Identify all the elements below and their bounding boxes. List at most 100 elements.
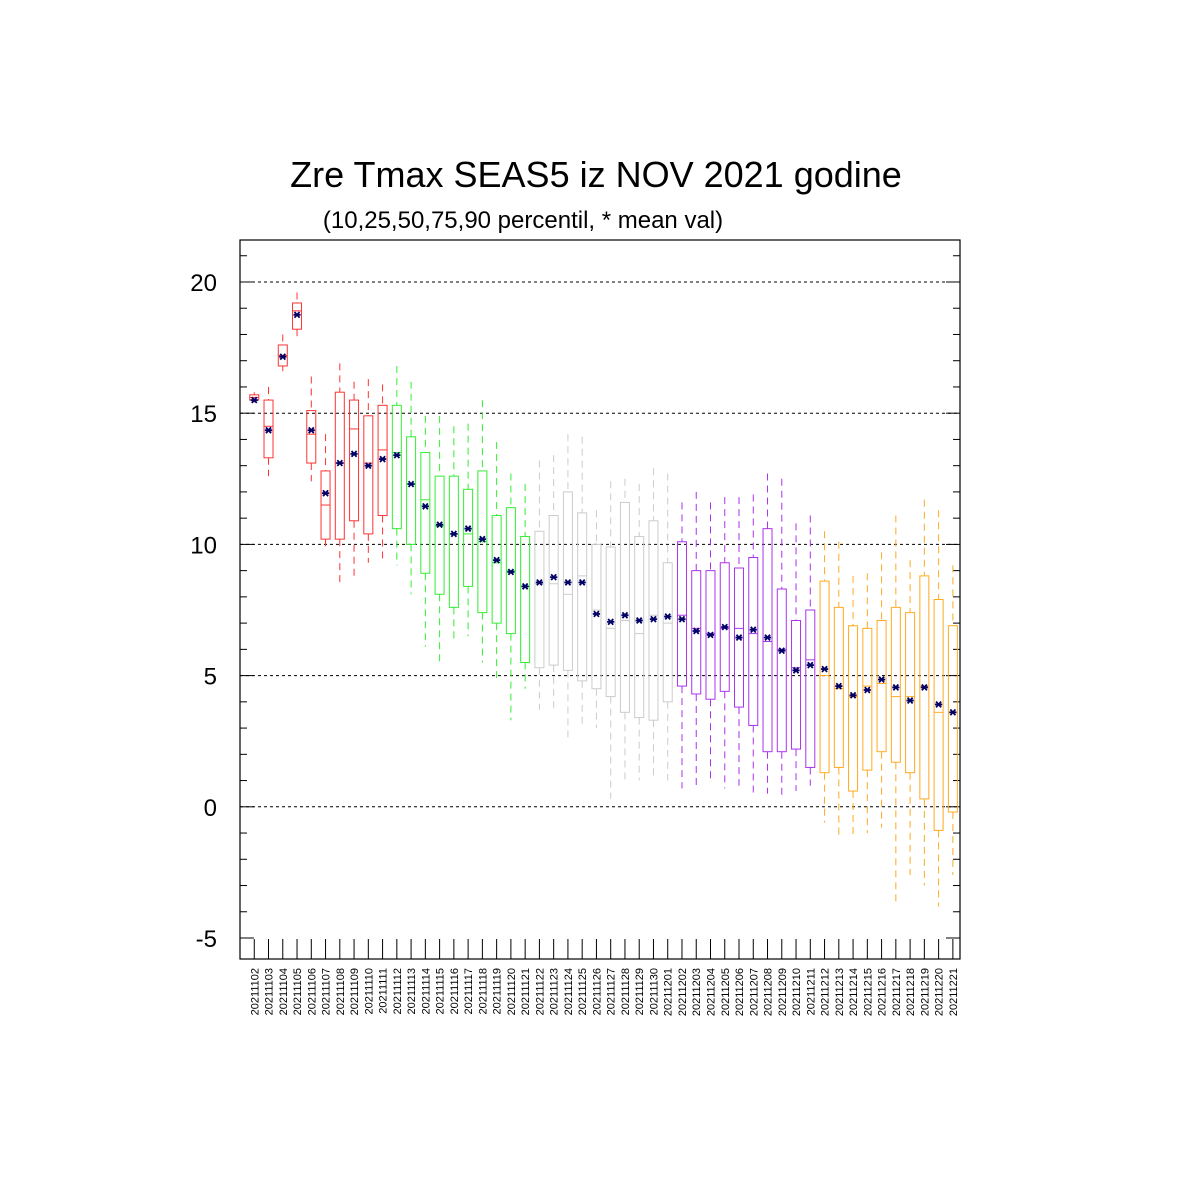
- x-tick-label: 20211205: [720, 968, 732, 1016]
- y-tick-label: 0: [204, 795, 217, 822]
- box-20211211: [805, 515, 816, 786]
- mean-marker: [336, 459, 344, 467]
- mean-star-d2: [322, 489, 329, 497]
- box-iqr: [420, 452, 431, 574]
- x-tick-label: 20211208: [763, 968, 775, 1016]
- mean-marker: [906, 697, 914, 705]
- x-tick-label: 20211115: [435, 968, 447, 1015]
- box-20211206: [734, 497, 745, 786]
- box-iqr: [377, 404, 388, 517]
- y-tick-label: 5: [204, 664, 217, 691]
- mean-marker: [421, 502, 429, 510]
- box-iqr: [919, 575, 930, 800]
- box-iqr: [876, 619, 887, 753]
- mean-marker: [493, 556, 501, 564]
- box-20211205: [719, 497, 730, 789]
- mean-star-d2: [792, 666, 800, 674]
- mean-star-d2: [636, 617, 643, 624]
- mean-star-d2: [479, 535, 486, 543]
- x-tick-label: 20211112: [392, 968, 404, 1015]
- box-series: [249, 292, 958, 907]
- mean-star-d2: [578, 578, 586, 586]
- mean-star-d2: [921, 683, 928, 691]
- mean-star-d2: [949, 708, 957, 716]
- mean-marker: [521, 582, 529, 590]
- mean-star-d2: [621, 611, 629, 619]
- mean-star-d2: [892, 683, 900, 691]
- mean-marker: [835, 682, 843, 690]
- box-iqr: [691, 570, 702, 695]
- box-iqr: [848, 625, 859, 792]
- box-iqr: [292, 302, 303, 330]
- mean-star-d2: [849, 691, 857, 699]
- x-tick-label: 20211107: [321, 968, 333, 1015]
- box-iqr: [905, 612, 916, 774]
- box-20211218: [905, 560, 916, 876]
- y-axis-ticks: -5 0 5 10 15 20: [190, 270, 217, 953]
- mean-star-d2: [436, 521, 443, 529]
- x-tick-label: 20211120: [506, 968, 518, 1015]
- x-tick-label: 20211207: [748, 968, 760, 1016]
- x-axis-ticks: 20211102 20211103 20211104 20211105 20211106…: [249, 939, 960, 1016]
- box-iqr: [748, 557, 759, 726]
- box-iqr: [605, 546, 616, 698]
- box-20211111: [377, 384, 388, 563]
- x-tick-label: 20211202: [677, 968, 689, 1016]
- x-tick-label: 20211104: [278, 968, 290, 1015]
- mean-marker: [706, 631, 715, 639]
- box-iqr: [406, 436, 417, 545]
- mean-star-d2: [593, 610, 600, 618]
- box-20211115: [434, 415, 445, 663]
- x-tick-label: 20211201: [663, 968, 675, 1016]
- box-iqr: [862, 627, 873, 771]
- box-iqr: [363, 415, 374, 535]
- x-tick-label: 20211119: [492, 968, 504, 1015]
- mean-markers: [250, 311, 957, 716]
- mean-marker: [820, 665, 829, 673]
- box-20211217: [890, 515, 901, 902]
- mean-marker: [464, 525, 472, 533]
- mean-marker: [877, 676, 886, 684]
- box-20211126: [591, 510, 602, 729]
- mean-marker: [550, 573, 558, 581]
- box-20211112: [391, 365, 402, 566]
- mean-star-d2: [407, 480, 415, 488]
- mean-marker: [279, 353, 287, 361]
- x-tick-label: 20211220: [934, 968, 946, 1016]
- box-20211207: [748, 494, 759, 794]
- x-tick-label: 20211122: [534, 968, 546, 1015]
- x-tick-label: 20211126: [591, 968, 603, 1015]
- mean-star-d2: [906, 697, 914, 705]
- mean-marker: [364, 462, 372, 470]
- box-20211125: [577, 436, 588, 729]
- x-tick-label: 20211216: [877, 968, 889, 1016]
- box-20211114: [420, 415, 431, 647]
- box-iqr: [349, 399, 360, 522]
- mean-star-d2: [678, 615, 686, 623]
- box-20211129: [634, 484, 645, 781]
- box-iqr: [791, 619, 802, 750]
- x-tick-label: 20211118: [477, 968, 489, 1015]
- box-iqr: [334, 391, 345, 540]
- box-iqr: [434, 475, 445, 595]
- mean-marker: [621, 611, 629, 619]
- box-20211212: [819, 531, 830, 823]
- x-tick-label: 20211219: [919, 968, 931, 1016]
- box-iqr: [619, 501, 630, 713]
- mean-marker: [478, 535, 486, 543]
- mean-marker: [307, 426, 315, 434]
- mean-marker: [564, 578, 572, 586]
- mean-marker: [735, 634, 743, 642]
- mean-star-d2: [521, 582, 529, 590]
- mean-star-d2: [350, 450, 358, 458]
- x-tick-label: 20211214: [848, 968, 860, 1016]
- mean-star-d2: [336, 459, 343, 467]
- box-iqr: [491, 515, 502, 624]
- minor-ticks: [240, 255, 960, 939]
- mean-star-d2: [564, 578, 572, 586]
- mean-marker: [378, 455, 387, 463]
- box-20211117: [463, 423, 474, 637]
- mean-marker: [250, 396, 258, 404]
- box-20211221: [947, 565, 958, 876]
